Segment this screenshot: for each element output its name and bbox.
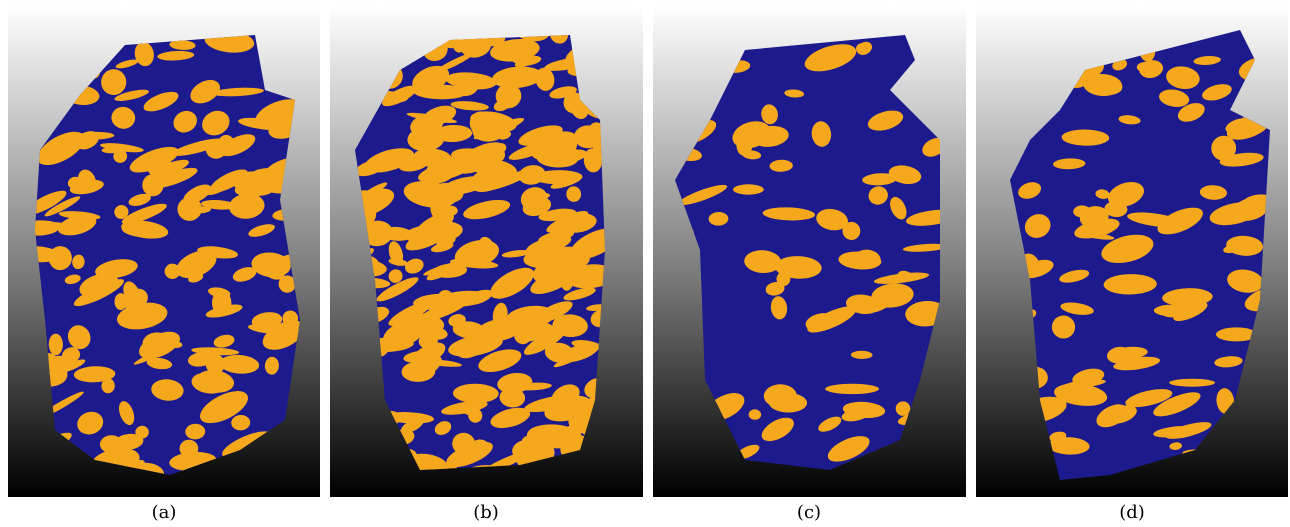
patch [896, 401, 911, 415]
panel: (c) [651, 5, 966, 523]
caption: (b) [473, 502, 499, 523]
patch [733, 184, 764, 194]
figure: (a) (b) (c) (d) [0, 0, 1290, 527]
caption: (c) [797, 502, 821, 523]
panel: (d) [976, 5, 1290, 523]
page: (a) (b) (c) (d) (() => { const data = JS… [0, 0, 1290, 527]
patch [1169, 379, 1215, 387]
panel: (a) [8, 5, 320, 523]
caption: (a) [152, 502, 177, 523]
caption: (d) [1119, 502, 1145, 523]
panel: (b) [329, 5, 643, 523]
patch [1154, 305, 1191, 317]
patch [825, 384, 879, 394]
